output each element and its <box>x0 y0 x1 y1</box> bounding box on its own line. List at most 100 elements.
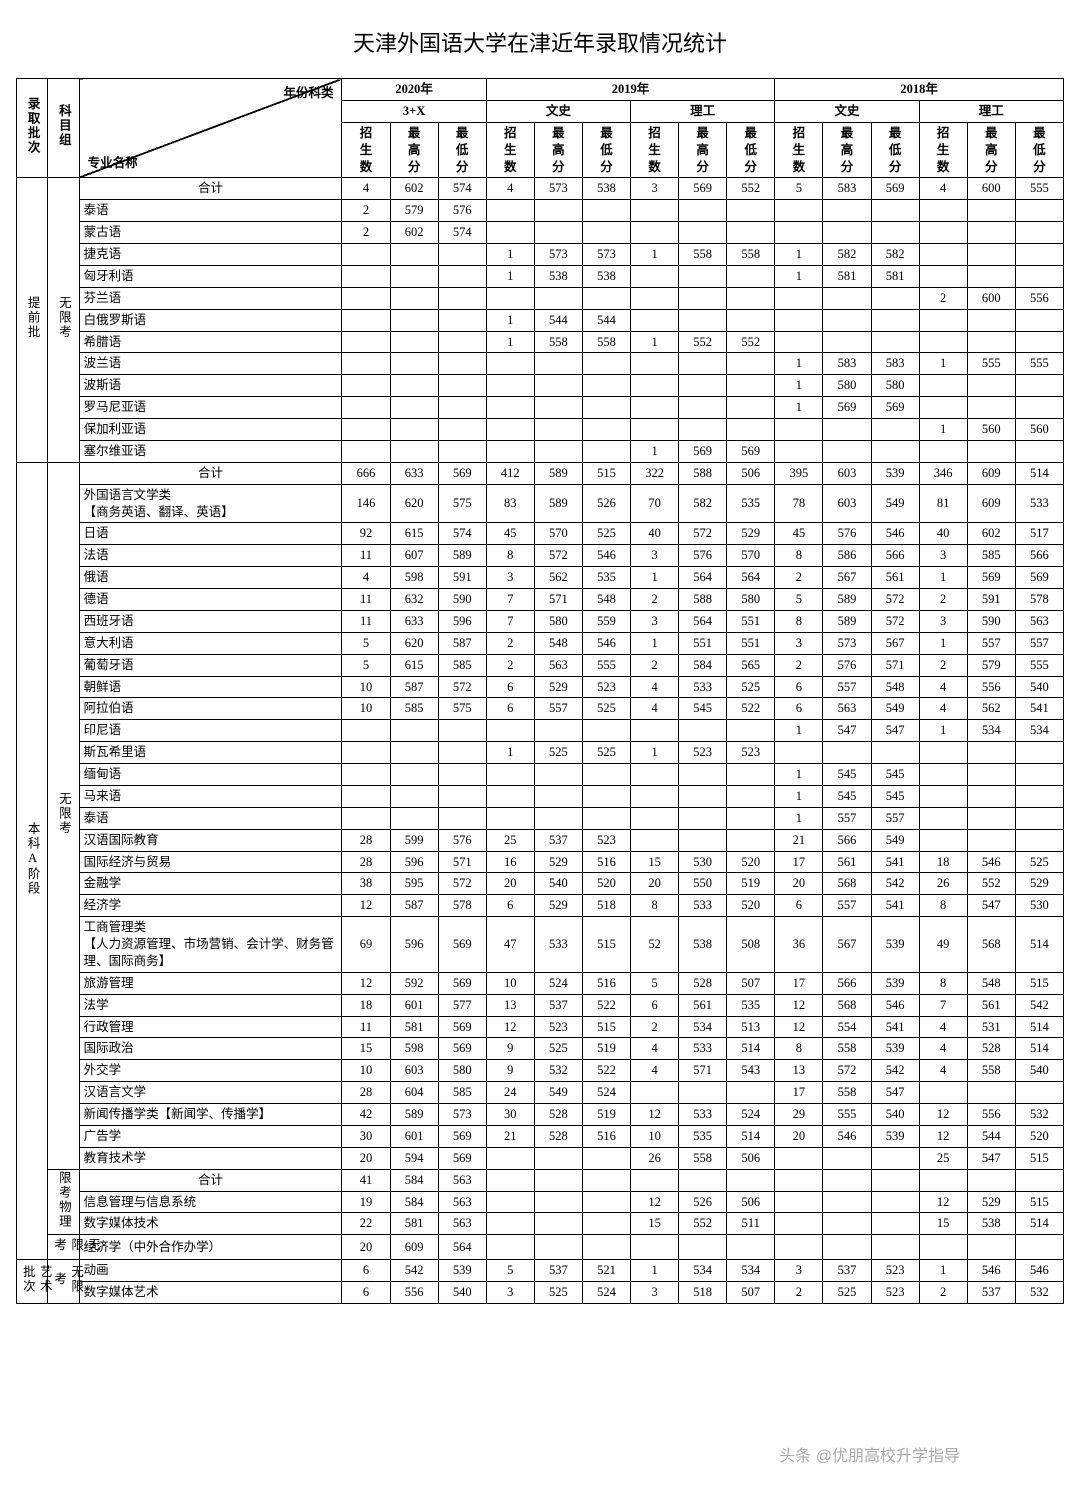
data-cell: 529 <box>1015 873 1063 895</box>
data-cell: 589 <box>438 545 486 567</box>
data-cell: 518 <box>679 1282 727 1304</box>
data-cell <box>775 440 823 462</box>
major-name: 塞尔维亚语 <box>79 440 342 462</box>
major-name: 俄语 <box>79 567 342 589</box>
data-cell: 589 <box>823 589 871 611</box>
major-name: 新闻传播学类【新闻学、传播学】 <box>79 1104 342 1126</box>
data-cell: 69 <box>342 917 390 973</box>
data-cell: 533 <box>534 917 582 973</box>
data-cell <box>486 287 534 309</box>
data-cell: 81 <box>919 484 967 523</box>
data-cell: 12 <box>342 895 390 917</box>
data-cell <box>871 331 919 353</box>
page-title: 天津外国语大学在津近年录取情况统计 <box>16 26 1064 58</box>
table-row: 德语116325907571548258858055895722591578 <box>17 589 1064 611</box>
data-cell: 569 <box>438 462 486 484</box>
data-cell <box>823 1213 871 1235</box>
data-cell <box>486 375 534 397</box>
data-cell <box>390 244 438 266</box>
data-cell: 20 <box>631 873 679 895</box>
data-cell <box>534 1147 582 1169</box>
data-cell: 3 <box>631 178 679 200</box>
data-cell: 539 <box>871 462 919 484</box>
data-cell: 523 <box>871 1282 919 1304</box>
data-cell: 6 <box>631 994 679 1016</box>
data-cell: 539 <box>871 1038 919 1060</box>
data-cell <box>342 440 390 462</box>
data-cell <box>679 1082 727 1104</box>
data-cell <box>679 200 727 222</box>
data-cell: 569 <box>679 178 727 200</box>
diagonal-header: 年份科类 专业名称 <box>79 79 342 178</box>
data-cell: 557 <box>871 807 919 829</box>
group-cell: 限考物理 <box>48 1169 79 1235</box>
major-name: 国际经济与贸易 <box>79 851 342 873</box>
data-cell <box>342 287 390 309</box>
data-cell: 4 <box>919 1060 967 1082</box>
data-cell: 1 <box>919 419 967 441</box>
major-name: 保加利亚语 <box>79 419 342 441</box>
data-cell <box>534 397 582 419</box>
data-cell: 524 <box>582 1082 630 1104</box>
data-cell: 507 <box>727 972 775 994</box>
data-cell: 529 <box>534 895 582 917</box>
table-header: 录取批次 科目组 年份科类 专业名称 2020年 2019年 2018年 3+X… <box>17 79 1064 178</box>
data-cell <box>679 265 727 287</box>
table-row: 朝鲜语105875726529523453352565575484556540 <box>17 676 1064 698</box>
major-name: 外国语言文学类【商务英语、翻译、英语】 <box>79 484 342 523</box>
data-cell: 533 <box>1015 484 1063 523</box>
data-cell: 581 <box>390 1016 438 1038</box>
data-cell: 18 <box>342 994 390 1016</box>
data-cell: 554 <box>823 1016 871 1038</box>
data-cell <box>871 419 919 441</box>
data-cell: 1 <box>486 309 534 331</box>
major-name: 印尼语 <box>79 720 342 742</box>
data-cell: 12 <box>631 1104 679 1126</box>
data-cell <box>919 244 967 266</box>
data-cell <box>823 1191 871 1213</box>
data-cell: 1 <box>486 742 534 764</box>
data-cell: 532 <box>534 1060 582 1082</box>
data-cell <box>582 807 630 829</box>
col-metric: 招生数 <box>342 122 390 178</box>
data-cell: 540 <box>438 1282 486 1304</box>
data-cell: 548 <box>534 632 582 654</box>
data-cell: 589 <box>390 1104 438 1126</box>
data-cell <box>823 742 871 764</box>
data-cell <box>727 287 775 309</box>
data-cell: 20 <box>775 873 823 895</box>
data-cell: 540 <box>871 1104 919 1126</box>
data-cell: 555 <box>967 353 1015 375</box>
data-cell: 21 <box>775 829 823 851</box>
data-cell: 1 <box>919 567 967 589</box>
data-cell <box>342 419 390 441</box>
data-cell: 523 <box>534 1016 582 1038</box>
data-cell: 30 <box>486 1104 534 1126</box>
data-cell: 3 <box>631 1282 679 1304</box>
major-name: 波兰语 <box>79 353 342 375</box>
data-cell <box>534 200 582 222</box>
data-cell: 25 <box>919 1147 967 1169</box>
data-cell: 522 <box>727 698 775 720</box>
data-cell: 585 <box>390 698 438 720</box>
major-name: 合计 <box>79 178 342 200</box>
major-name: 数字媒体艺术 <box>79 1282 342 1304</box>
data-cell: 531 <box>967 1016 1015 1038</box>
data-cell <box>775 419 823 441</box>
data-cell: 563 <box>438 1169 486 1191</box>
table-row: 国际政治155985699525519453351485585394528514 <box>17 1038 1064 1060</box>
major-name: 经济学 <box>79 895 342 917</box>
data-cell: 572 <box>871 589 919 611</box>
data-cell: 523 <box>582 676 630 698</box>
data-cell: 546 <box>967 851 1015 873</box>
data-cell: 4 <box>631 1060 679 1082</box>
data-cell: 569 <box>871 397 919 419</box>
data-cell <box>967 1082 1015 1104</box>
data-cell <box>438 309 486 331</box>
data-cell: 522 <box>582 1060 630 1082</box>
data-cell: 581 <box>871 265 919 287</box>
data-cell <box>582 1235 630 1260</box>
data-cell: 2 <box>775 654 823 676</box>
data-cell <box>823 1235 871 1260</box>
data-cell <box>582 785 630 807</box>
